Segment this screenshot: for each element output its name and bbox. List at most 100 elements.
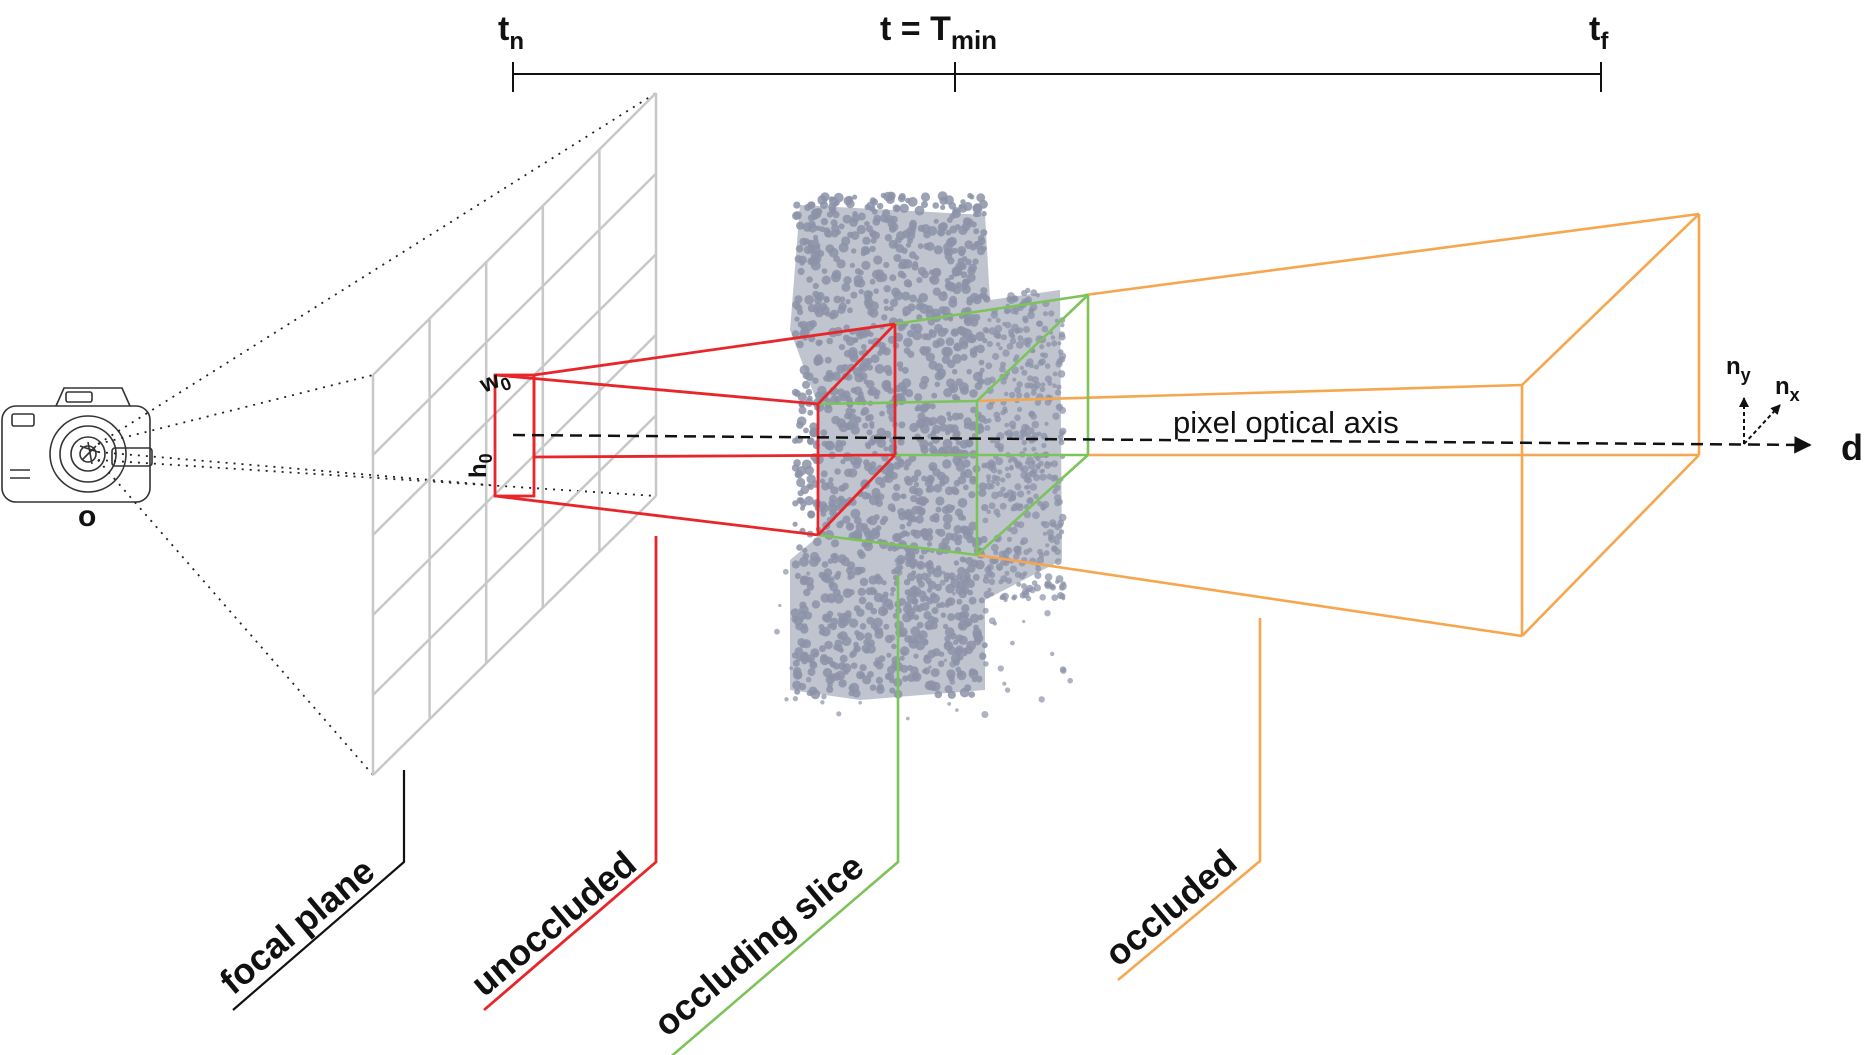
point bbox=[806, 571, 811, 576]
point bbox=[1000, 575, 1008, 583]
point bbox=[862, 422, 869, 429]
point bbox=[839, 616, 850, 627]
point bbox=[1016, 392, 1023, 399]
point bbox=[887, 665, 896, 675]
point bbox=[945, 583, 955, 594]
point bbox=[1037, 431, 1042, 436]
point bbox=[910, 495, 918, 503]
point bbox=[794, 470, 803, 479]
point bbox=[945, 598, 953, 606]
point bbox=[791, 388, 800, 396]
point bbox=[860, 344, 867, 350]
point bbox=[914, 205, 925, 216]
point bbox=[856, 549, 864, 557]
point bbox=[862, 675, 872, 685]
point bbox=[804, 496, 814, 506]
point bbox=[955, 666, 962, 673]
point bbox=[1029, 586, 1036, 594]
point bbox=[947, 257, 955, 265]
point bbox=[796, 544, 803, 551]
point bbox=[1031, 376, 1039, 384]
point bbox=[866, 429, 873, 436]
point bbox=[882, 475, 889, 483]
point bbox=[949, 660, 957, 668]
point bbox=[819, 478, 826, 484]
point bbox=[977, 614, 984, 621]
point bbox=[1027, 547, 1033, 553]
point bbox=[955, 573, 963, 581]
point bbox=[814, 242, 821, 249]
point bbox=[1026, 490, 1031, 495]
point bbox=[804, 641, 808, 645]
point bbox=[915, 404, 923, 412]
point bbox=[1009, 565, 1018, 573]
point bbox=[938, 291, 948, 302]
point bbox=[923, 655, 932, 664]
point bbox=[1050, 651, 1055, 657]
point bbox=[960, 515, 967, 521]
point bbox=[889, 274, 897, 282]
point bbox=[863, 541, 873, 552]
point bbox=[852, 529, 863, 539]
point bbox=[945, 248, 954, 257]
point bbox=[873, 592, 884, 603]
point bbox=[928, 416, 938, 426]
point bbox=[1052, 474, 1059, 481]
point bbox=[817, 195, 828, 205]
point bbox=[956, 670, 967, 681]
point bbox=[916, 621, 924, 629]
point bbox=[1057, 370, 1066, 378]
point bbox=[929, 445, 938, 454]
point bbox=[946, 411, 952, 417]
point bbox=[1012, 377, 1017, 382]
point bbox=[917, 562, 923, 569]
point bbox=[830, 617, 839, 626]
point bbox=[919, 380, 928, 390]
point bbox=[804, 295, 814, 305]
point bbox=[793, 201, 801, 209]
point bbox=[920, 602, 930, 611]
point bbox=[916, 277, 923, 284]
point bbox=[887, 503, 896, 511]
point bbox=[981, 711, 989, 718]
point bbox=[1058, 513, 1067, 522]
point bbox=[986, 569, 993, 577]
point bbox=[1022, 447, 1028, 452]
point bbox=[1058, 439, 1065, 446]
point bbox=[941, 570, 946, 575]
point bbox=[1060, 323, 1065, 328]
point bbox=[961, 604, 970, 613]
point bbox=[1051, 340, 1058, 347]
point bbox=[842, 214, 852, 224]
point bbox=[792, 521, 798, 527]
point bbox=[825, 229, 833, 238]
point bbox=[914, 469, 922, 477]
point bbox=[844, 468, 853, 478]
point bbox=[1056, 384, 1062, 390]
point bbox=[884, 674, 891, 680]
point bbox=[935, 565, 942, 571]
point bbox=[803, 427, 809, 434]
point bbox=[930, 668, 940, 678]
point bbox=[933, 483, 943, 493]
point bbox=[1014, 386, 1022, 394]
point bbox=[826, 685, 834, 694]
point bbox=[889, 634, 896, 641]
point bbox=[909, 422, 919, 433]
point bbox=[943, 577, 950, 583]
point bbox=[782, 568, 789, 575]
point bbox=[795, 671, 803, 680]
point bbox=[812, 282, 819, 290]
point bbox=[1042, 352, 1049, 359]
point bbox=[997, 665, 1004, 672]
point bbox=[978, 359, 985, 366]
point bbox=[932, 287, 941, 296]
point bbox=[852, 194, 858, 200]
point bbox=[829, 661, 835, 667]
point bbox=[1057, 519, 1065, 527]
point bbox=[955, 262, 964, 271]
point bbox=[839, 520, 845, 526]
occluded-frustum bbox=[976, 212, 1701, 981]
point bbox=[1016, 581, 1022, 587]
point bbox=[850, 231, 860, 240]
